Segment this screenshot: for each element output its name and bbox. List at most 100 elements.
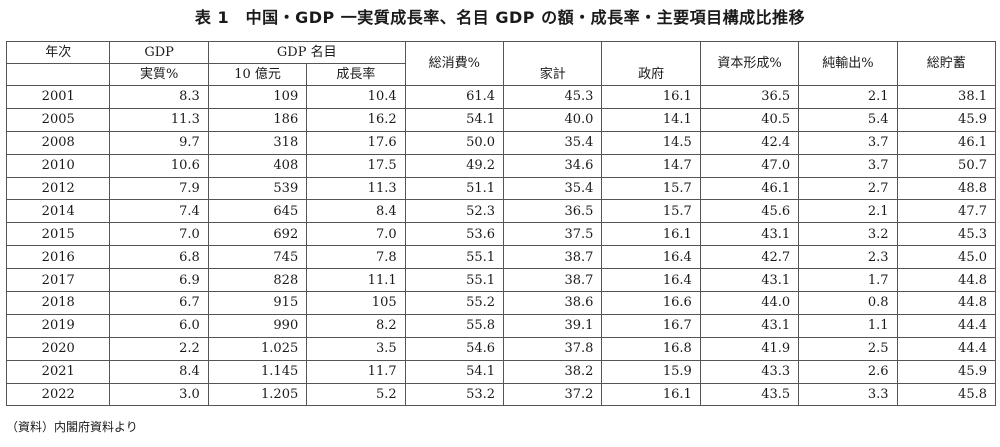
value-cell: 1.1 xyxy=(798,313,898,338)
value-cell: 43.1 xyxy=(699,268,800,293)
value-cell: 408 xyxy=(207,153,308,178)
value-cell: 54.1 xyxy=(404,107,505,132)
header-capital-formation: 資本形成% xyxy=(699,41,800,86)
value-cell: 3.2 xyxy=(798,222,898,247)
value-cell: 61.4 xyxy=(404,85,505,109)
value-cell: 15.9 xyxy=(601,359,701,384)
value-cell: 10.6 xyxy=(109,153,209,178)
value-cell: 42.7 xyxy=(699,245,800,270)
value-cell: 10.4 xyxy=(306,85,406,109)
value-cell: 16.1 xyxy=(601,222,701,247)
value-cell: 40.0 xyxy=(503,107,603,132)
value-cell: 17.5 xyxy=(306,153,406,178)
value-cell: 9.7 xyxy=(109,130,209,155)
value-cell: 49.2 xyxy=(404,153,505,178)
value-cell: 50.7 xyxy=(896,153,997,178)
table-row: 2018 6.7 915 105 55.2 38.6 16.6 44.0 0.8 44.8 xyxy=(5,291,997,315)
value-cell: 11.7 xyxy=(306,359,406,384)
value-cell: 17.6 xyxy=(306,130,406,155)
value-cell: 37.2 xyxy=(503,382,603,407)
value-cell: 54.6 xyxy=(404,336,505,361)
value-cell: 11.3 xyxy=(109,107,209,132)
table-row: 2017 6.9 828 11.1 55.1 38.7 16.4 43.1 1.7 44.8 xyxy=(5,268,997,293)
year-cell: 2022 xyxy=(5,382,111,407)
value-cell: 53.2 xyxy=(404,382,505,407)
value-cell: 7.8 xyxy=(306,245,406,270)
year-cell: 2008 xyxy=(5,130,111,155)
table-row: 2021 8.4 1.145 11.7 54.1 38.2 15.9 43.3 2.6 45.9 xyxy=(5,359,997,384)
value-cell: 40.5 xyxy=(699,107,800,132)
value-cell: 44.4 xyxy=(896,313,997,338)
value-cell: 44.8 xyxy=(896,268,997,293)
year-cell: 2018 xyxy=(5,291,111,315)
value-cell: 15.7 xyxy=(601,176,701,201)
year-cell: 2012 xyxy=(5,176,111,201)
value-cell: 55.8 xyxy=(404,313,505,338)
value-cell: 47.0 xyxy=(699,153,800,178)
value-cell: 16.4 xyxy=(601,245,701,270)
table-row: 2015 7.0 692 7.0 53.6 37.5 16.1 43.1 3.2 45.3 xyxy=(5,222,997,247)
source-note: （資料）内閣府資料より xyxy=(6,420,138,434)
value-cell: 45.9 xyxy=(896,359,997,384)
value-cell: 8.2 xyxy=(306,313,406,338)
value-cell: 7.0 xyxy=(306,222,406,247)
value-cell: 36.5 xyxy=(503,199,603,224)
value-cell: 16.8 xyxy=(601,336,701,361)
value-cell: 5.2 xyxy=(306,382,406,407)
year-cell: 2021 xyxy=(5,359,111,384)
header-gdp-nominal: GDP 名目 xyxy=(207,41,406,64)
value-cell: 14.7 xyxy=(601,153,701,178)
value-cell: 6.7 xyxy=(109,291,209,315)
value-cell: 42.4 xyxy=(699,130,800,155)
value-cell: 11.1 xyxy=(306,268,406,293)
value-cell: 50.0 xyxy=(404,130,505,155)
value-cell: 14.5 xyxy=(601,130,701,155)
year-cell: 2016 xyxy=(5,245,111,270)
value-cell: 8.3 xyxy=(109,85,209,109)
header-government: 政府 xyxy=(601,41,701,86)
table-row: 2008 9.7 318 17.6 50.0 35.4 14.5 42.4 3.7 46.1 xyxy=(5,130,997,155)
gdp-table: 年次 GDP GDP 名目 総消費% 家計 政府 資本形成% 純輸出% 総貯蓄 … xyxy=(5,41,997,407)
table-row: 2012 7.9 539 11.3 51.1 35.4 15.7 46.1 2.7 48.8 xyxy=(5,176,997,201)
header-year-blank xyxy=(5,63,111,86)
value-cell: 44.0 xyxy=(699,291,800,315)
value-cell: 828 xyxy=(207,268,308,293)
value-cell: 2.1 xyxy=(798,85,898,109)
year-cell: 2019 xyxy=(5,313,111,338)
header-year: 年次 xyxy=(5,41,111,64)
year-cell: 2015 xyxy=(5,222,111,247)
value-cell: 2.1 xyxy=(798,199,898,224)
value-cell: 3.0 xyxy=(109,382,209,407)
year-cell: 2017 xyxy=(5,268,111,293)
value-cell: 109 xyxy=(207,85,308,109)
value-cell: 45.0 xyxy=(896,245,997,270)
table-row: 2010 10.6 408 17.5 49.2 34.6 14.7 47.0 3.7 50.7 xyxy=(5,153,997,178)
table-row: 2019 6.0 990 8.2 55.8 39.1 16.7 43.1 1.1 44.4 xyxy=(5,313,997,338)
year-cell: 2001 xyxy=(5,85,111,109)
value-cell: 1.7 xyxy=(798,268,898,293)
value-cell: 915 xyxy=(207,291,308,315)
value-cell: 45.8 xyxy=(896,382,997,407)
value-cell: 44.8 xyxy=(896,291,997,315)
value-cell: 45.3 xyxy=(503,85,603,109)
value-cell: 6.0 xyxy=(109,313,209,338)
value-cell: 35.4 xyxy=(503,176,603,201)
value-cell: 3.7 xyxy=(798,130,898,155)
value-cell: 745 xyxy=(207,245,308,270)
value-cell: 37.5 xyxy=(503,222,603,247)
year-cell: 2020 xyxy=(5,336,111,361)
value-cell: 37.8 xyxy=(503,336,603,361)
header-real-pct: 実質% xyxy=(109,63,209,86)
value-cell: 16.6 xyxy=(601,291,701,315)
value-cell: 2.6 xyxy=(798,359,898,384)
header-net-exports: 純輸出% xyxy=(798,41,898,86)
value-cell: 2.2 xyxy=(109,336,209,361)
value-cell: 7.4 xyxy=(109,199,209,224)
header-ten-billion-yuan: 10 億元 xyxy=(207,63,308,86)
table-row: 2005 11.3 186 16.2 54.1 40.0 14.1 40.5 5.4 45.9 xyxy=(5,107,997,132)
year-cell: 2010 xyxy=(5,153,111,178)
value-cell: 14.1 xyxy=(601,107,701,132)
value-cell: 539 xyxy=(207,176,308,201)
value-cell: 1.205 xyxy=(207,382,308,407)
value-cell: 3.7 xyxy=(798,153,898,178)
